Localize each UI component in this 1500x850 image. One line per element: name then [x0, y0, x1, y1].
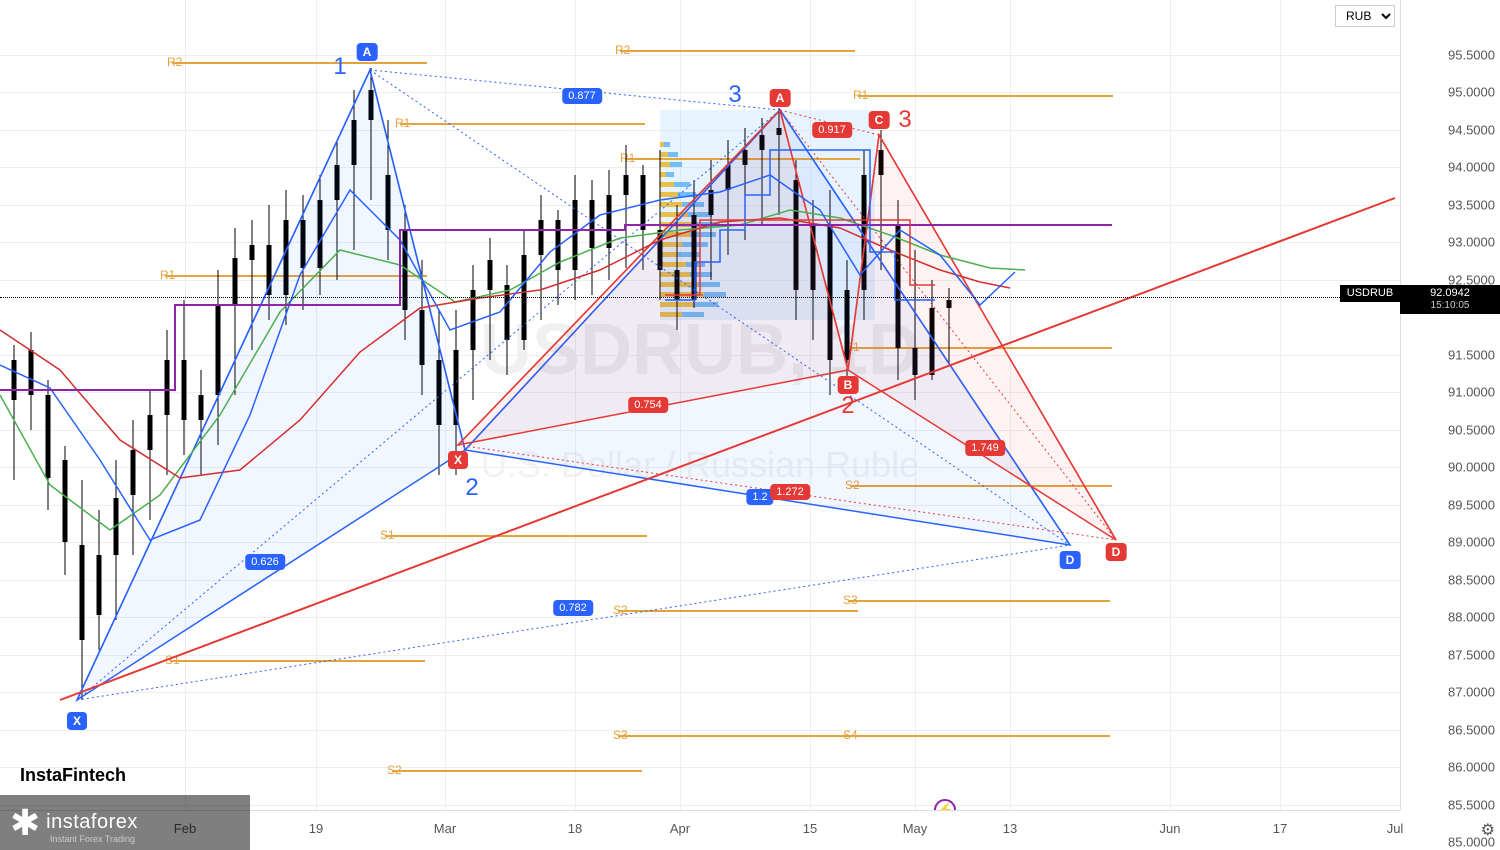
- symbol-badge: USDRUB: [1340, 285, 1400, 302]
- logo-icon: ✱: [10, 802, 40, 844]
- current-price-badge: 92.0942 15:10:05: [1400, 285, 1500, 314]
- current-price-line: [0, 297, 1400, 298]
- price-time: 15:10:05: [1404, 300, 1496, 312]
- currency-select[interactable]: RUB: [1335, 5, 1395, 27]
- logo-text: instaforex: [46, 811, 138, 834]
- logo-overlay: ✱ instaforex Instant Forex Trading: [0, 795, 250, 850]
- price-axis[interactable]: 95.500095.000094.500094.000093.500093.00…: [1400, 0, 1500, 810]
- chart-area[interactable]: USDRUB, 1D U.S. Dollar / Russian Ruble R…: [0, 0, 1400, 810]
- brand-instafintech: InstaFintech: [20, 765, 126, 786]
- logo-subtext: Instant Forex Trading: [50, 834, 135, 844]
- price-value: 92.0942: [1404, 287, 1496, 300]
- gear-icon[interactable]: ⚙: [1481, 820, 1495, 840]
